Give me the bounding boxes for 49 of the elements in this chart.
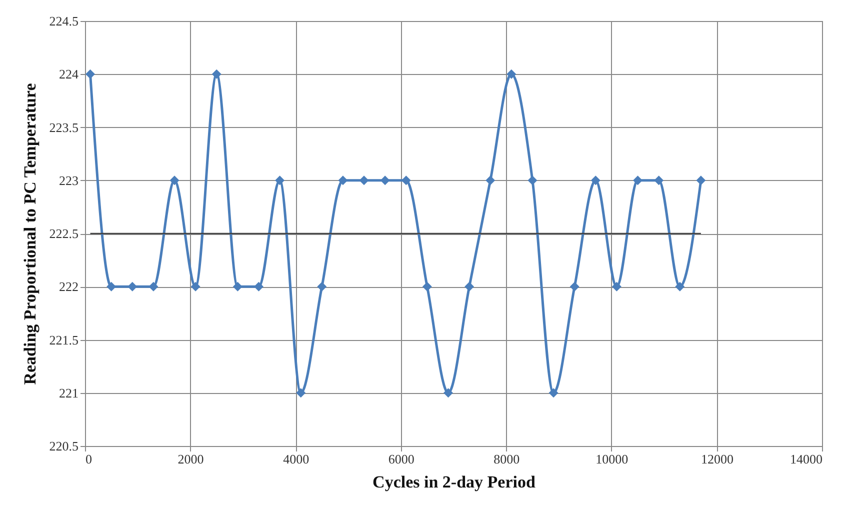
point <box>443 388 453 398</box>
point <box>128 282 138 292</box>
point <box>654 176 664 186</box>
y-tick-label: 224.5 <box>49 14 78 28</box>
y-axis-title: Reading Proportional to PC Temperature <box>20 82 40 385</box>
point <box>528 176 538 186</box>
y-tick-label: 224 <box>59 66 79 82</box>
y-tick-label: 223 <box>59 172 78 188</box>
point <box>275 176 285 186</box>
point <box>232 282 242 292</box>
y-tick-label: 221.5 <box>49 332 78 348</box>
point <box>696 176 706 186</box>
point <box>317 282 327 292</box>
point <box>212 69 222 79</box>
point <box>506 69 516 79</box>
point <box>675 282 685 292</box>
point <box>548 388 558 398</box>
x-tick-label: 6000 <box>388 452 414 466</box>
point <box>401 176 411 186</box>
x-tick-label: 14000 <box>790 452 822 466</box>
point <box>338 176 348 186</box>
x-tick-label: 4000 <box>283 452 310 466</box>
point <box>359 176 369 186</box>
y-tick-label: 222.5 <box>49 226 78 241</box>
point <box>422 282 432 292</box>
point <box>486 176 496 186</box>
x-tick-label: 10000 <box>596 452 628 466</box>
point <box>148 282 158 292</box>
point <box>254 282 264 292</box>
x-tick-label: 8000 <box>494 452 520 466</box>
y-tick-label: 222 <box>59 279 78 294</box>
point <box>464 282 474 292</box>
x-axis-title: Cycles in 2-day Period <box>372 472 536 492</box>
y-tick-label: 223.5 <box>49 120 78 135</box>
point <box>106 282 116 292</box>
x-tick-label: 0 <box>86 452 92 466</box>
point <box>170 176 180 186</box>
point <box>590 176 600 186</box>
y-tick-label: 220.5 <box>49 438 78 454</box>
point <box>570 282 580 292</box>
point <box>380 176 390 186</box>
point <box>190 282 200 292</box>
x-tick-label: 12000 <box>700 452 734 466</box>
point <box>612 282 622 292</box>
x-tick-label: 2000 <box>178 452 204 466</box>
point <box>633 176 642 186</box>
point <box>86 69 96 79</box>
point <box>296 388 306 398</box>
y-tick-label: 221 <box>59 385 78 400</box>
